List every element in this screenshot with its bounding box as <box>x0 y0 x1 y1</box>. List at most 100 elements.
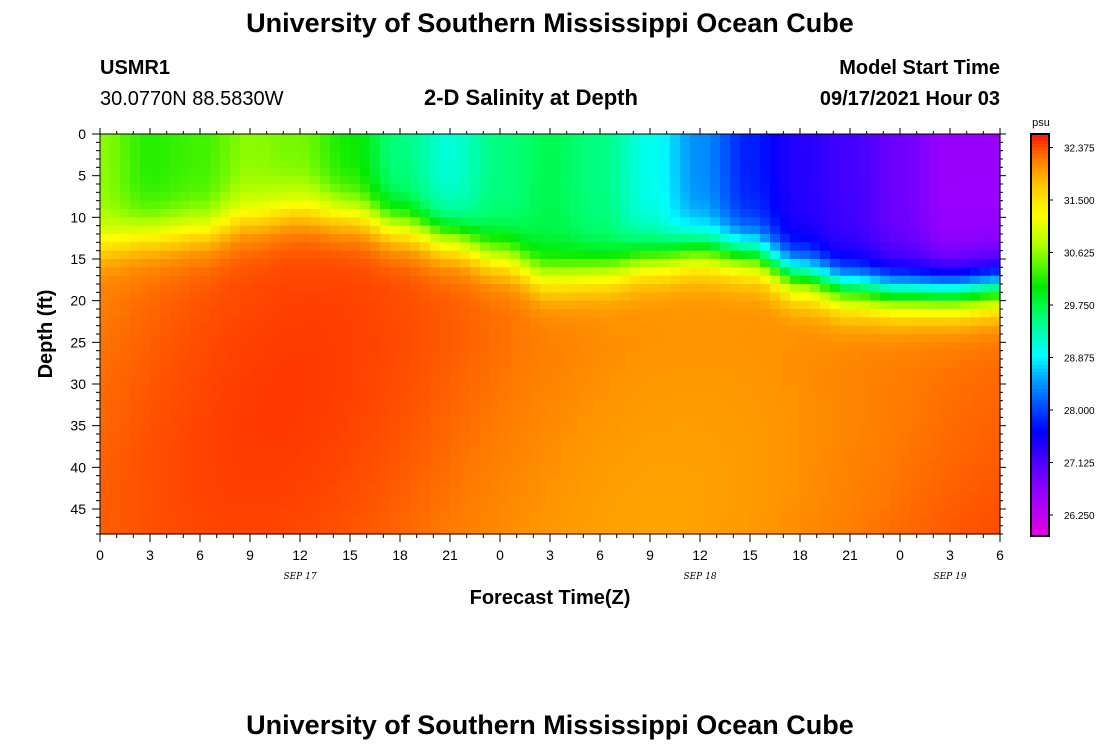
heatmap-cell <box>540 467 551 477</box>
colorbar-segment <box>1031 314 1049 319</box>
heatmap-cell <box>830 267 841 277</box>
heatmap-cell <box>160 234 171 243</box>
heatmap-cell <box>130 150 141 160</box>
heatmap-cell <box>880 259 891 268</box>
heatmap-cell <box>740 450 751 460</box>
heatmap-cell <box>700 284 711 293</box>
heatmap-cell <box>510 459 521 468</box>
heatmap-cell <box>610 442 621 452</box>
heatmap-cell <box>640 442 651 452</box>
heatmap-cell <box>720 434 731 443</box>
heatmap-cell <box>160 509 171 518</box>
heatmap-cell <box>830 392 841 402</box>
heatmap-cell <box>130 300 141 310</box>
heatmap-cell <box>870 492 881 502</box>
heatmap-cell <box>420 350 431 360</box>
heatmap-cell <box>440 184 451 193</box>
heatmap-cell <box>680 342 691 352</box>
heatmap-cell <box>600 184 611 193</box>
heatmap-cell <box>930 150 941 160</box>
heatmap-cell <box>980 200 991 210</box>
heatmap-cell <box>100 475 111 485</box>
heatmap-cell <box>610 275 621 285</box>
heatmap-cell <box>350 350 361 360</box>
heatmap-cell <box>650 167 661 177</box>
heatmap-cell <box>620 175 631 185</box>
heatmap-cell <box>610 284 621 293</box>
heatmap-cell <box>600 400 611 410</box>
heatmap-cell <box>650 234 661 243</box>
heatmap-cell <box>760 342 771 352</box>
heatmap-cell <box>300 359 311 368</box>
heatmap-cell <box>410 384 421 393</box>
colorbar-segment <box>1031 341 1049 346</box>
heatmap-cell <box>140 242 151 252</box>
heatmap-cell <box>540 300 551 310</box>
heatmap-cell <box>160 517 171 527</box>
heatmap-cell <box>510 267 521 277</box>
heatmap-cell <box>230 459 241 468</box>
heatmap-cell <box>540 234 551 243</box>
heatmap-cell <box>560 250 571 260</box>
heatmap-cell <box>980 467 991 477</box>
heatmap-cell <box>350 284 361 293</box>
heatmap-cell <box>890 267 901 277</box>
heatmap-cell <box>980 134 991 143</box>
heatmap-cell <box>510 384 521 393</box>
heatmap-cell <box>340 342 351 352</box>
heatmap-cell <box>270 417 281 427</box>
heatmap-cell <box>330 209 341 218</box>
colorbar-segment <box>1031 147 1049 152</box>
heatmap-cell <box>440 342 451 352</box>
colorbar-segment <box>1031 345 1049 349</box>
heatmap-cell <box>640 500 651 510</box>
heatmap-cell <box>810 400 821 410</box>
heatmap-cell <box>170 517 181 527</box>
heatmap-cell <box>420 475 431 485</box>
heatmap-cell <box>880 317 891 327</box>
heatmap-cell <box>660 484 671 493</box>
heatmap-cell <box>320 142 331 152</box>
heatmap-cell <box>790 525 801 535</box>
heatmap-cell <box>820 225 831 235</box>
heatmap-cell <box>450 484 461 493</box>
heatmap-cell <box>910 434 921 443</box>
heatmap-cell <box>400 242 411 252</box>
heatmap-cell <box>510 142 521 152</box>
heatmap-cell <box>420 525 431 535</box>
heatmap-cell <box>510 259 521 268</box>
heatmap-cell <box>450 334 461 343</box>
heatmap-cell <box>300 200 311 210</box>
heatmap-cell <box>580 242 591 252</box>
heatmap-cell <box>760 225 771 235</box>
heatmap-cell <box>820 209 831 218</box>
heatmap-cell <box>360 475 371 485</box>
heatmap-cell <box>720 400 731 410</box>
heatmap-cell <box>230 209 241 218</box>
heatmap-cell <box>300 284 311 293</box>
heatmap-cell <box>870 409 881 418</box>
heatmap-cell <box>290 450 301 460</box>
heatmap-cell <box>480 359 491 368</box>
heatmap-cell <box>800 459 811 468</box>
heatmap-cell <box>570 309 581 318</box>
heatmap-cell <box>670 250 681 260</box>
colorbar-segment <box>1031 257 1049 262</box>
heatmap-cell <box>120 234 131 243</box>
heatmap-cell <box>180 200 191 210</box>
heatmap-cell <box>290 434 301 443</box>
heatmap-cell <box>740 309 751 318</box>
heatmap-cell <box>210 459 221 468</box>
heatmap-cell <box>990 159 1001 168</box>
heatmap-cell <box>320 459 331 468</box>
heatmap-cell <box>450 242 461 252</box>
heatmap-cell <box>670 350 681 360</box>
heatmap-cell <box>810 417 821 427</box>
heatmap-cell <box>640 400 651 410</box>
heatmap-cell <box>300 250 311 260</box>
heatmap-cell <box>720 475 731 485</box>
heatmap-cell <box>260 267 271 277</box>
heatmap-cell <box>170 384 181 393</box>
heatmap-cell <box>420 325 431 335</box>
heatmap-cell <box>300 500 311 510</box>
